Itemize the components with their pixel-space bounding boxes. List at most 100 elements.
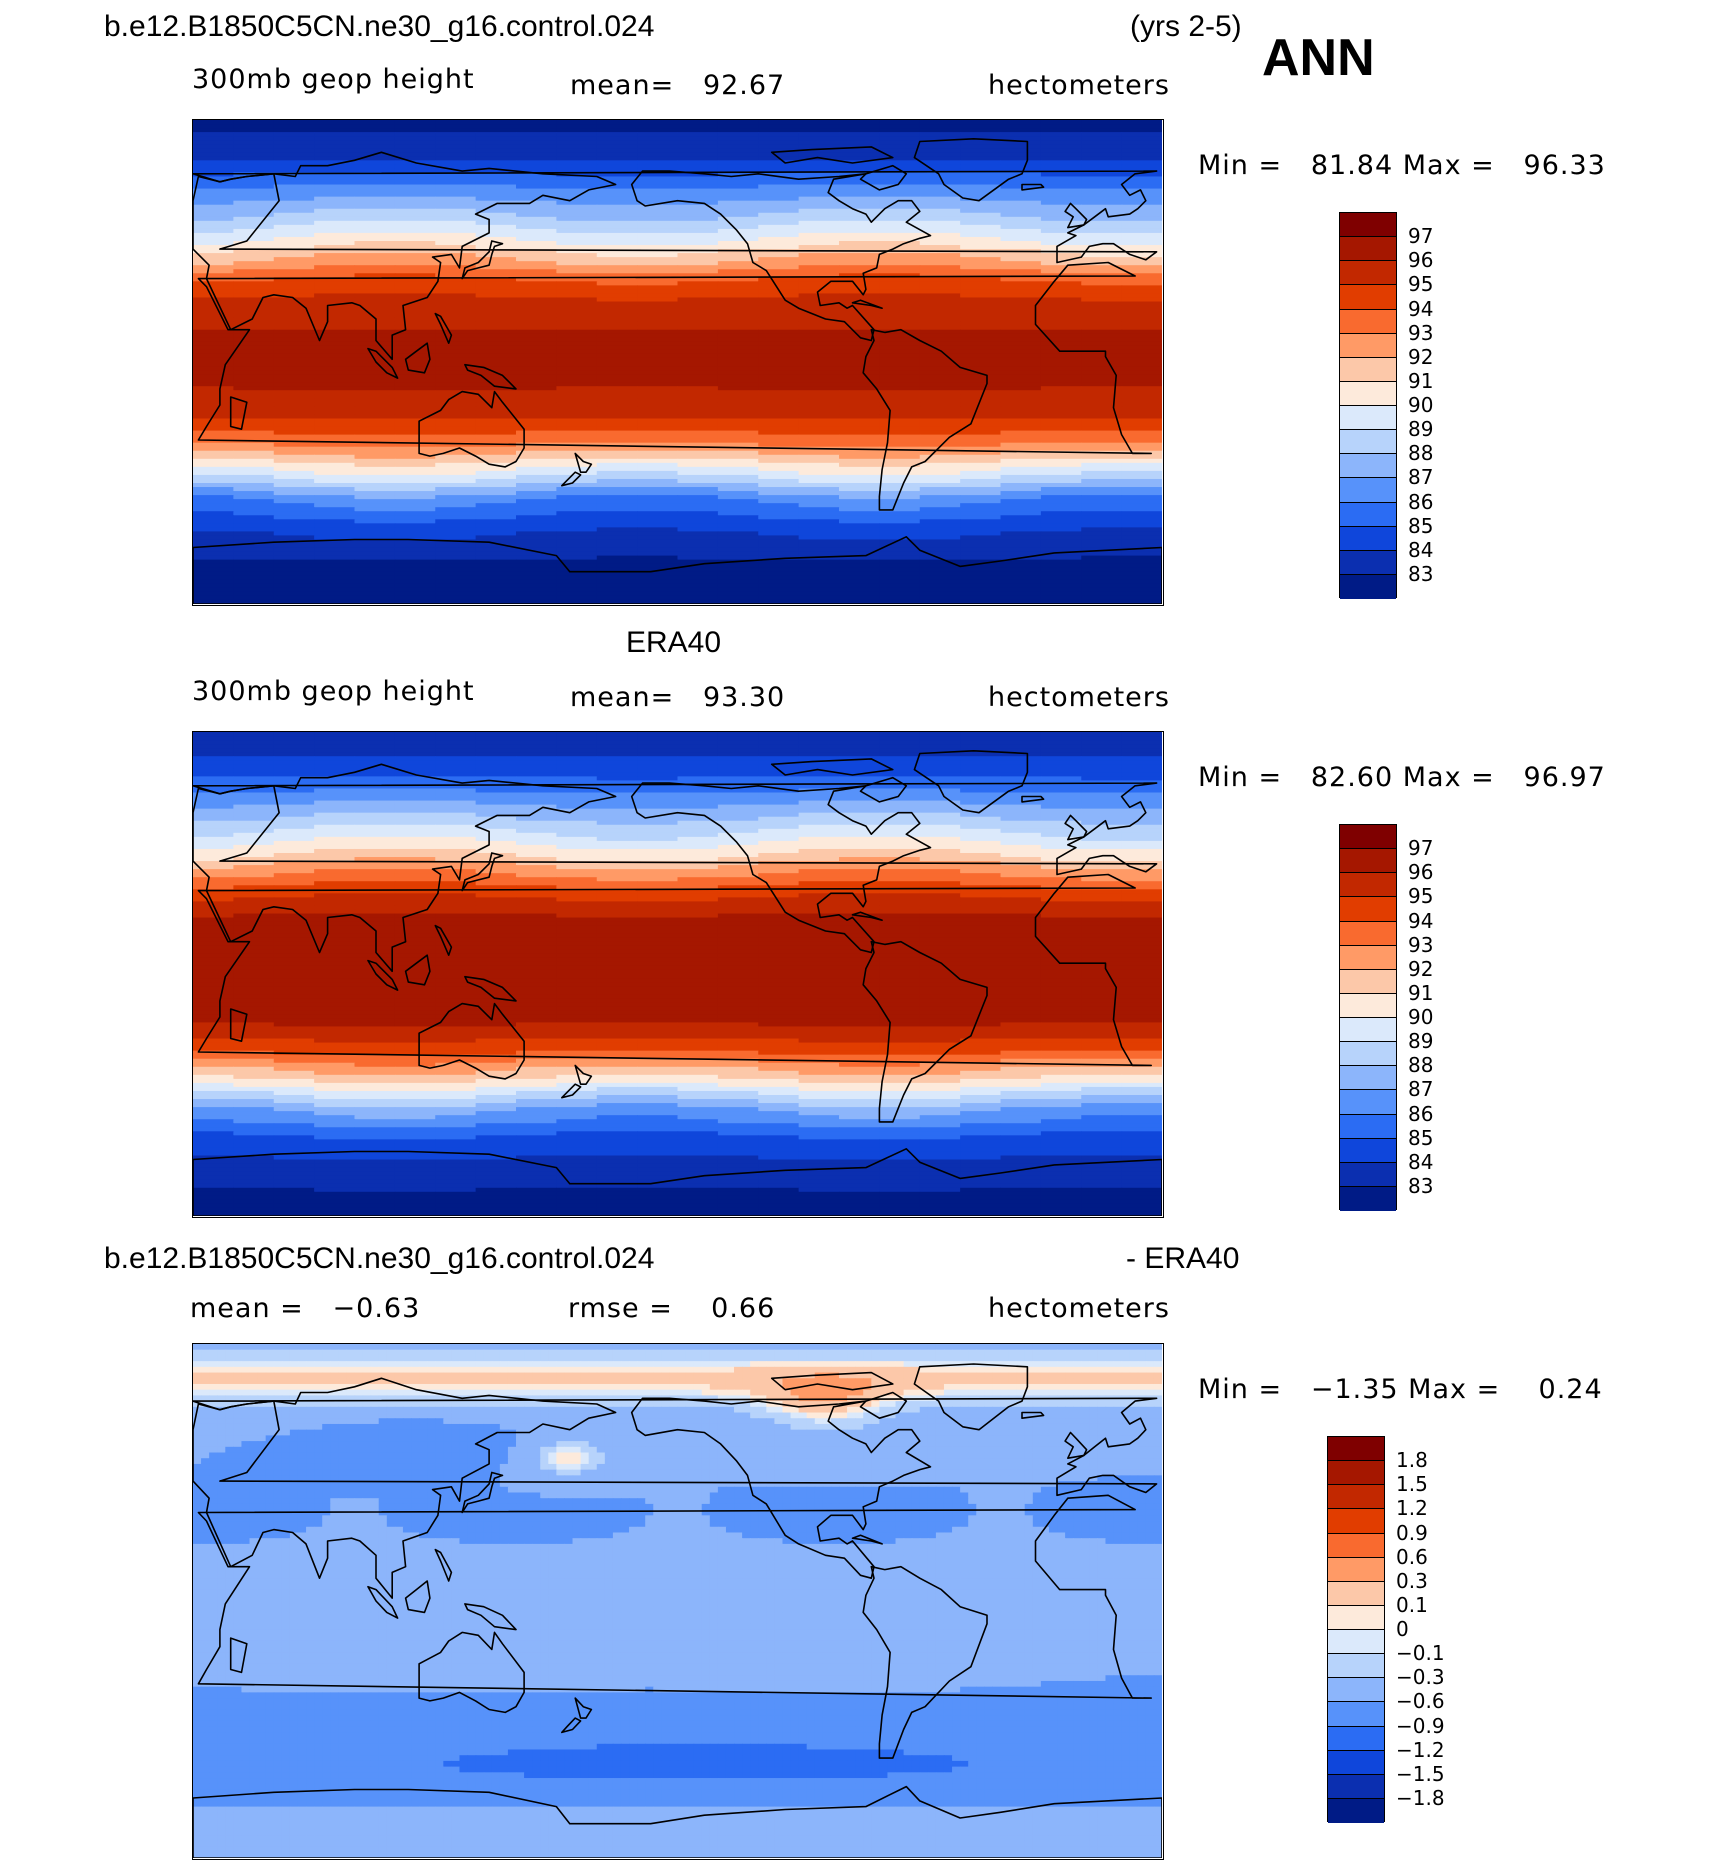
contour-cell bbox=[354, 394, 396, 399]
contour-cell bbox=[193, 917, 234, 923]
contour-cell bbox=[677, 450, 719, 456]
contour-cell bbox=[1040, 921, 1082, 927]
contour-cell bbox=[637, 917, 679, 923]
contour-cell bbox=[637, 503, 679, 508]
contour-cell bbox=[233, 523, 275, 528]
contour-cell bbox=[556, 969, 598, 975]
contour-cell bbox=[758, 176, 800, 182]
contour-cell bbox=[717, 945, 759, 951]
contour-cell bbox=[1000, 796, 1042, 802]
contour-cell bbox=[677, 228, 719, 234]
contour-cell bbox=[1000, 909, 1042, 915]
contour-cell bbox=[839, 832, 880, 838]
contour-cell bbox=[1000, 341, 1042, 347]
contour-cell bbox=[435, 370, 477, 375]
contour-cell bbox=[879, 442, 921, 448]
contour-cell bbox=[677, 128, 719, 133]
contour-cell bbox=[637, 301, 679, 307]
contour-cell bbox=[1040, 1050, 1082, 1056]
contour-cell bbox=[354, 1050, 396, 1056]
contour-cell bbox=[556, 503, 598, 508]
contour-cell bbox=[677, 844, 719, 850]
panel1-variable-label: 300mb geop height bbox=[192, 64, 475, 95]
contour-cell bbox=[839, 442, 880, 448]
contour-cell bbox=[677, 994, 719, 999]
contour-cell bbox=[556, 551, 598, 557]
contour-cell bbox=[1000, 434, 1042, 440]
contour-cell bbox=[556, 857, 598, 862]
contour-cell bbox=[1040, 1010, 1082, 1015]
contour-cell bbox=[1000, 527, 1042, 532]
contour-cell bbox=[637, 507, 679, 512]
contour-cell bbox=[394, 478, 436, 484]
contour-cell bbox=[516, 595, 557, 601]
contour-cell bbox=[717, 357, 759, 363]
contour-cell bbox=[798, 1014, 840, 1019]
contour-cell bbox=[919, 820, 961, 826]
contour-cell bbox=[1040, 120, 1082, 125]
contour-cell bbox=[798, 487, 840, 492]
contour-cell bbox=[516, 889, 557, 894]
colorbar-tick-label: 94 bbox=[1408, 296, 1434, 321]
contour-cell bbox=[798, 208, 840, 214]
contour-cell bbox=[193, 321, 234, 327]
contour-cell bbox=[798, 986, 840, 991]
contour-cell bbox=[596, 414, 638, 420]
contour-cell bbox=[1040, 857, 1082, 862]
contour-cell bbox=[314, 796, 356, 802]
contour-cell bbox=[193, 249, 234, 254]
contour-cell bbox=[273, 386, 315, 391]
contour-cell bbox=[919, 1042, 961, 1048]
contour-cell bbox=[717, 877, 759, 882]
contour-cell bbox=[475, 1066, 517, 1072]
contour-cell bbox=[1040, 523, 1082, 528]
contour-cell bbox=[475, 168, 517, 174]
contour-cell bbox=[1040, 128, 1082, 133]
contour-cell bbox=[960, 499, 1002, 504]
contour-cell bbox=[354, 893, 396, 898]
contour-cell bbox=[475, 756, 517, 761]
contour-cell bbox=[879, 752, 921, 757]
contour-cell bbox=[394, 426, 436, 432]
contour-cell bbox=[839, 780, 880, 786]
contour-cell bbox=[919, 925, 961, 931]
contour-cell bbox=[798, 937, 840, 943]
contour-cell bbox=[919, 523, 961, 528]
contour-cell bbox=[193, 760, 234, 765]
contour-cell bbox=[839, 309, 880, 315]
contour-cell bbox=[798, 539, 840, 545]
contour-cell bbox=[1081, 941, 1123, 947]
contour-cell bbox=[1040, 1058, 1082, 1064]
contour-cell bbox=[839, 986, 880, 991]
contour-cell bbox=[596, 382, 638, 387]
contour-cell bbox=[596, 784, 638, 790]
contour-cell bbox=[717, 390, 759, 395]
contour-cell bbox=[435, 462, 477, 468]
contour-cell bbox=[556, 772, 598, 777]
contour-cell bbox=[960, 1002, 1002, 1007]
contour-cell bbox=[758, 559, 800, 565]
contour-cell bbox=[637, 925, 679, 931]
contour-cell bbox=[637, 212, 679, 218]
contour-cell bbox=[758, 925, 800, 931]
contour-cell bbox=[596, 325, 638, 331]
contour-cell bbox=[233, 1030, 275, 1036]
contour-cell bbox=[717, 168, 759, 174]
contour-cell bbox=[960, 965, 1002, 971]
contour-cell bbox=[354, 442, 396, 448]
contour-cell bbox=[516, 353, 557, 359]
contour-cell bbox=[839, 128, 880, 133]
contour-cell bbox=[1040, 204, 1082, 210]
contour-cell bbox=[798, 386, 840, 391]
contour-cell bbox=[960, 333, 1002, 339]
contour-cell bbox=[879, 760, 921, 765]
contour-cell bbox=[556, 1014, 598, 1019]
contour-cell bbox=[556, 285, 598, 290]
colorbar-swatch bbox=[1340, 309, 1396, 334]
contour-cell bbox=[273, 957, 315, 963]
contour-cell bbox=[596, 780, 638, 786]
contour-cell bbox=[516, 599, 557, 604]
contour-cell bbox=[1040, 224, 1082, 230]
contour-cell bbox=[960, 301, 1002, 307]
contour-cell bbox=[596, 495, 638, 500]
